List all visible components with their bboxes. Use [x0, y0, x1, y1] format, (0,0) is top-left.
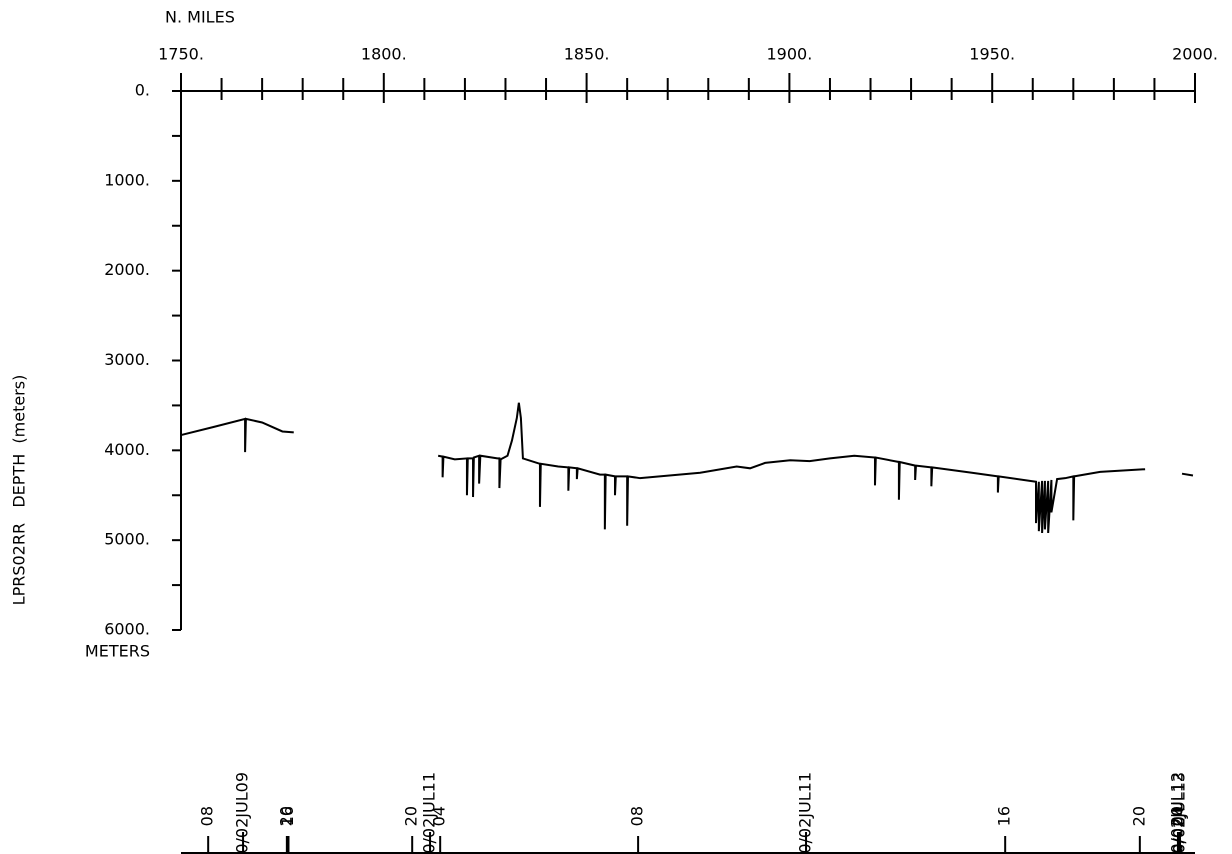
y-tick-label: 5000. — [104, 530, 150, 549]
y-tick-label: 6000. — [104, 620, 150, 639]
time-tick-label: 08 — [628, 806, 647, 826]
time-tick-label: 00 — [1167, 806, 1186, 826]
date-label: 1200/02JUL09 — [233, 772, 252, 854]
date-label: 0000/02JUL11 — [420, 772, 439, 854]
x-tick-label: 1850. — [564, 45, 610, 64]
time-tick-label: 20 — [276, 806, 295, 826]
time-tick-label: 04 — [430, 806, 449, 826]
y-tick-label: 1000. — [104, 170, 150, 189]
y-axis-title: LPRS02RR DEPTH (meters) — [10, 375, 29, 606]
y-tick-label: 2000. — [104, 260, 150, 279]
date-label: 1200/02JUL11 — [796, 772, 815, 854]
time-tick-label: 08 — [198, 806, 217, 826]
x-tick-label: 2000. — [1172, 45, 1218, 64]
date-label: 0400/02JUL12 — [1167, 772, 1186, 854]
time-tick-label: 20 — [1129, 806, 1148, 826]
x-tick-label: 1900. — [766, 45, 812, 64]
time-tick-label: 04 — [1169, 806, 1188, 826]
time-tick-label: 16 — [278, 806, 297, 826]
depth-line — [180, 402, 1194, 534]
x-tick-label: 1950. — [969, 45, 1015, 64]
y-tick-label: 3000. — [104, 350, 150, 369]
date-label: 0000/02JUL13 — [1169, 772, 1188, 854]
y-unit-label: METERS — [85, 642, 150, 661]
time-tick-label: 16 — [995, 806, 1014, 826]
y-tick-label: 0. — [135, 81, 150, 100]
x-axis-title: N. MILES — [165, 8, 235, 27]
y-tick-label: 4000. — [104, 440, 150, 459]
x-tick-label: 1750. — [158, 45, 204, 64]
x-tick-label: 1800. — [361, 45, 407, 64]
time-tick-label: 20 — [402, 806, 421, 826]
